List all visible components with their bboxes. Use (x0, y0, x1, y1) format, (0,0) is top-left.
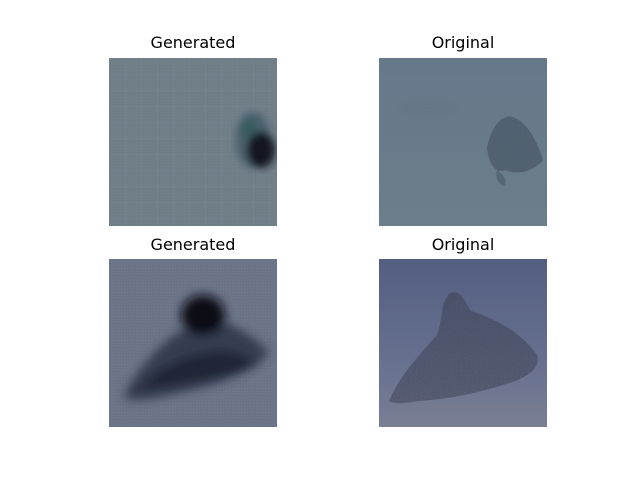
original-image-1 (379, 58, 547, 226)
panel-title-generated-1: Generated (150, 33, 236, 52)
panel-title-original-2: Original (431, 235, 495, 254)
panel-title-original-1: Original (431, 33, 495, 52)
panel-title-generated-2: Generated (150, 235, 236, 254)
generated-image-1 (109, 58, 277, 226)
original-image-2 (379, 259, 547, 427)
generated-image-2 (109, 259, 277, 427)
